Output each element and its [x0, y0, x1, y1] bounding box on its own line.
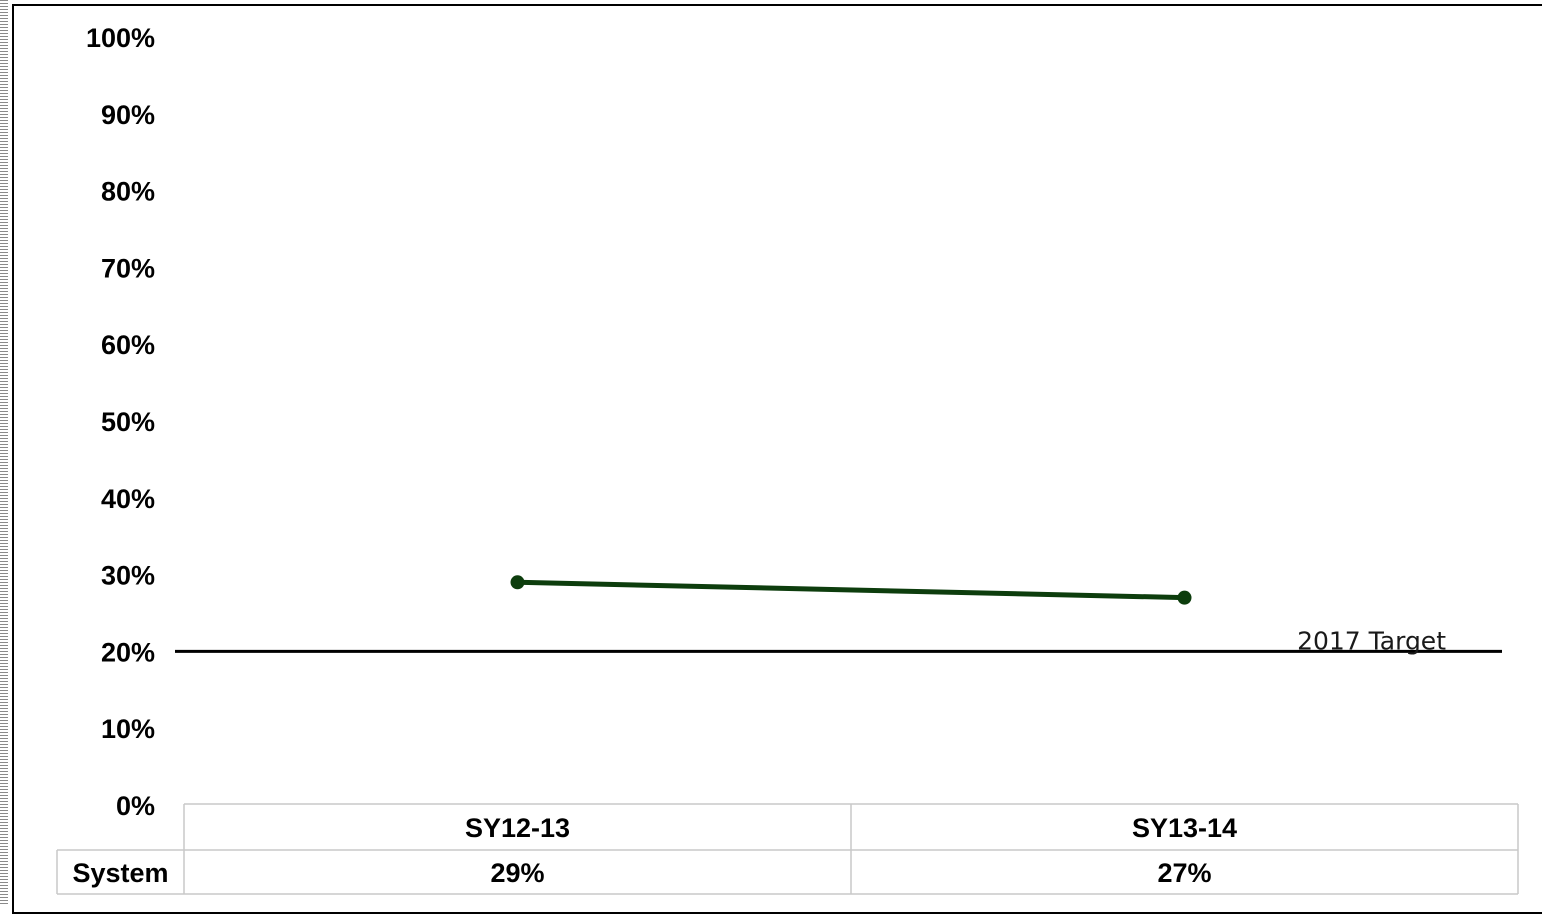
y-tick-label: 60%	[101, 330, 155, 360]
y-tick-label: 50%	[101, 407, 155, 437]
y-tick-label: 90%	[101, 100, 155, 130]
x-category-label: SY12-13	[465, 813, 570, 843]
y-axis-tick-labels: 0% 10% 20% 30% 40% 50% 60% 70% 80% 90% 100%	[86, 23, 155, 821]
y-tick-label: 80%	[101, 177, 155, 207]
data-point	[1177, 590, 1192, 605]
data-value-label: 29%	[490, 858, 544, 888]
y-tick-label: 70%	[101, 253, 155, 283]
x-category-label: SY13-14	[1132, 813, 1237, 843]
data-value-label: 27%	[1157, 858, 1211, 888]
series-system	[510, 575, 1192, 605]
y-tick-label: 0%	[116, 791, 155, 821]
window-edge-strip	[0, 0, 8, 904]
y-tick-label: 100%	[86, 23, 155, 53]
data-table: SY12-13 SY13-14 System 29% 27%	[56, 803, 1519, 895]
y-tick-label: 10%	[101, 714, 155, 744]
y-tick-label: 40%	[101, 484, 155, 514]
series-line	[517, 579, 1185, 601]
y-tick-label: 30%	[101, 561, 155, 591]
y-tick-label: 20%	[101, 637, 155, 667]
series-name-label: System	[72, 858, 168, 888]
target-label: 2017 Target	[1297, 626, 1446, 655]
data-point	[510, 575, 525, 590]
